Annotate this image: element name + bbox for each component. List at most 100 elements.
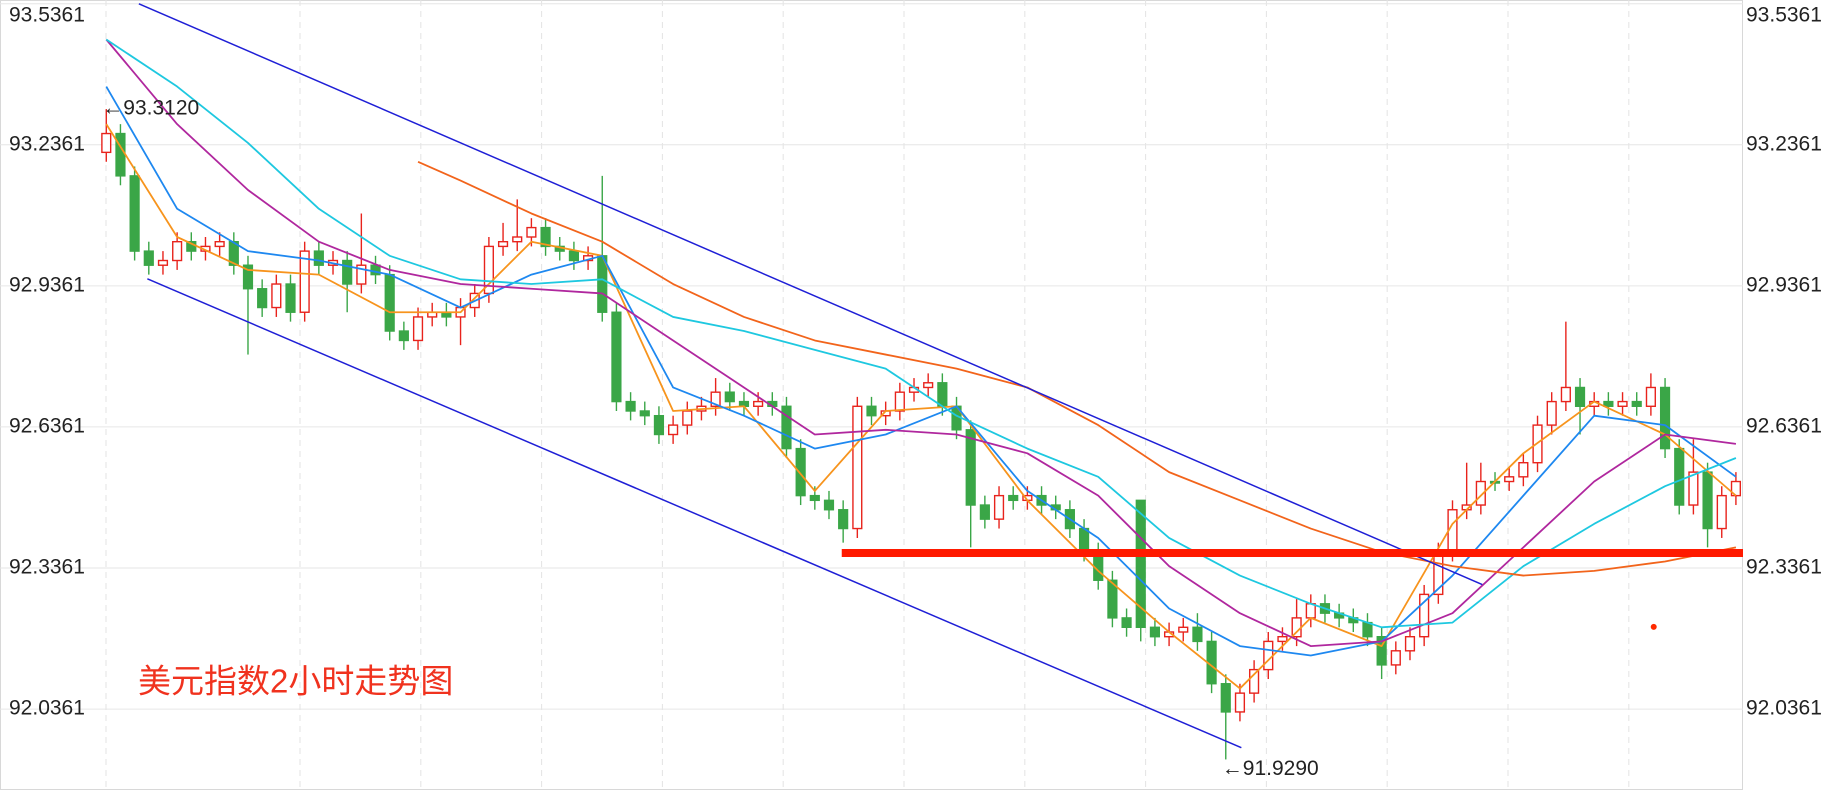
candle-body	[993, 494, 1005, 520]
candle-body	[285, 283, 296, 313]
candle-body	[668, 424, 679, 436]
candle-body	[1149, 626, 1161, 638]
candle-body	[271, 283, 282, 309]
candle-body	[412, 316, 424, 342]
candle-body	[1574, 386, 1586, 407]
y-tick-label-right: 92.3361	[1746, 556, 1822, 579]
candle-body	[1504, 476, 1515, 483]
y-tick-label: 93.5361	[9, 4, 85, 27]
candle-body	[653, 414, 665, 436]
candle-body	[838, 509, 849, 530]
candle-body	[1008, 494, 1019, 502]
candle-body	[1560, 386, 1571, 403]
candle-body	[1078, 527, 1090, 553]
candle-body	[214, 241, 225, 248]
candle-body	[242, 264, 254, 290]
marker-dot	[1650, 623, 1657, 630]
candle-body	[512, 236, 523, 243]
y-tick-label: 92.9361	[9, 273, 85, 296]
candle-body	[384, 273, 395, 332]
moving-average-line	[417, 160, 1737, 577]
trend-line	[138, 3, 1483, 586]
candle-body	[724, 391, 735, 403]
candle-body	[823, 499, 835, 511]
candle-body	[540, 226, 551, 248]
y-tick-label-right: 92.6361	[1746, 414, 1822, 437]
moving-average-line	[105, 38, 1737, 648]
candle-body	[809, 494, 820, 502]
moving-average-line	[105, 38, 1737, 629]
candle-body	[143, 250, 154, 266]
candle-body	[1107, 579, 1118, 619]
candle-body	[753, 400, 764, 407]
candle-body	[497, 241, 509, 248]
candle-body	[115, 132, 126, 177]
y-tick-label-right: 92.0361	[1746, 697, 1822, 720]
y-tick-label: 92.6361	[9, 414, 85, 437]
candle-body	[568, 250, 580, 262]
candle-body	[1277, 636, 1288, 643]
candle-body	[526, 226, 537, 238]
candle-body	[795, 447, 806, 497]
y-tick-label: 92.0361	[9, 697, 85, 720]
candle-body	[1546, 400, 1557, 426]
candle-body	[639, 410, 650, 417]
candle-body	[682, 410, 693, 426]
candle-body	[1702, 471, 1713, 530]
candle-body	[1305, 603, 1316, 619]
candle-body	[965, 429, 976, 506]
y-tick-label-right: 93.2361	[1746, 132, 1822, 155]
candle-body	[1135, 499, 1146, 628]
candle-body	[1404, 636, 1416, 652]
candle-body	[1192, 626, 1203, 643]
candle-body	[257, 288, 268, 309]
candle-body	[313, 250, 324, 266]
candle-body	[1362, 621, 1373, 638]
y-tick-label-right: 92.9361	[1746, 273, 1822, 296]
candle-body	[937, 382, 948, 407]
candle-body	[356, 264, 367, 285]
candle-body	[625, 400, 636, 412]
candle-body	[1376, 636, 1387, 666]
moving-average-line	[105, 86, 1737, 657]
candle-body	[101, 132, 112, 154]
candle-body	[923, 382, 934, 389]
candle-body	[1390, 650, 1401, 666]
candle-body	[1659, 386, 1671, 450]
candle-body	[157, 259, 169, 266]
candle-body	[979, 504, 990, 520]
candle-body	[1475, 480, 1486, 506]
candle-body	[1645, 386, 1656, 407]
candle-body	[1518, 462, 1529, 478]
candle-body	[1603, 400, 1614, 407]
candle-body	[129, 175, 140, 252]
candle-body	[1121, 617, 1132, 628]
moving-average-line	[105, 123, 1737, 690]
candle-body	[611, 311, 622, 403]
candle-body	[781, 405, 792, 450]
y-tick-label-right: 93.5361	[1746, 4, 1822, 27]
y-tick-label: 93.2361	[9, 132, 85, 155]
candle-body	[1178, 626, 1189, 633]
candle-body	[1617, 400, 1628, 407]
candle-body	[1234, 692, 1246, 713]
candle-body	[398, 330, 409, 342]
candle-body	[342, 259, 353, 285]
candle-body	[710, 391, 721, 407]
candle-body	[866, 405, 877, 417]
y-tick-label: 92.3361	[9, 556, 85, 579]
price-annotation: ←93.3120	[102, 97, 199, 120]
candle-body	[1263, 640, 1274, 671]
candle-body	[1716, 494, 1727, 530]
candle-body	[1674, 447, 1685, 506]
candle-body	[1631, 400, 1642, 407]
candle-body	[299, 250, 310, 313]
candle-body	[894, 391, 905, 412]
candle-body	[1688, 471, 1699, 506]
candle-body	[1249, 668, 1260, 694]
candle-body	[172, 241, 183, 262]
candle-body	[1419, 593, 1430, 638]
